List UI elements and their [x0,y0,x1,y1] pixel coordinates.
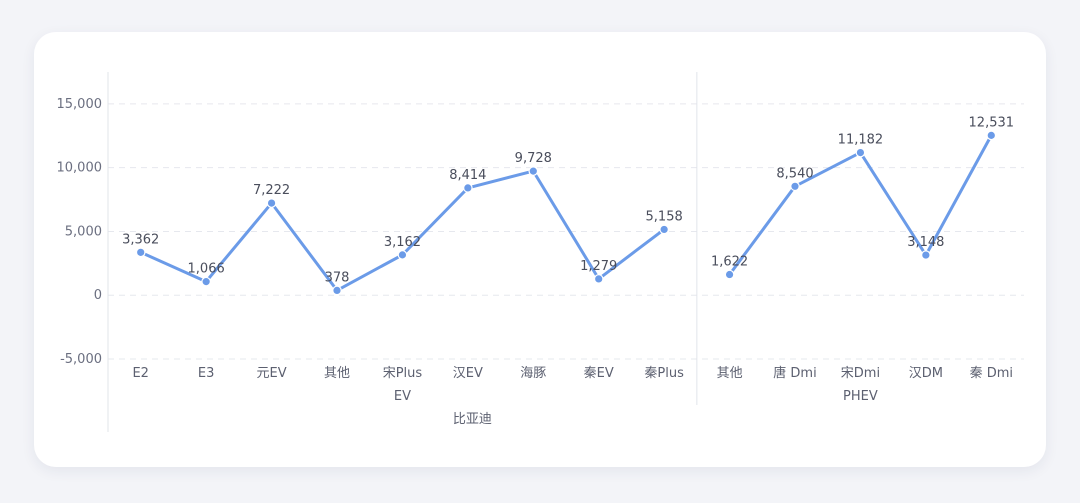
y-tick-label: -5,000 [60,352,102,367]
data-point [659,224,669,235]
y-tick-label: 0 [94,288,102,303]
data-point [855,147,866,158]
data-point [790,181,800,192]
x-tick-label: 宋Dmi [841,366,880,381]
data-point [724,269,735,280]
x-tick-label: 汉DM [909,366,943,381]
data-label: 8,540 [776,166,813,181]
x-tick-label: 秦 Dmi [970,366,1013,381]
data-label: 378 [325,270,350,285]
data-point [201,276,211,287]
data-label: 3,148 [907,235,944,250]
data-label: 1,622 [711,255,748,270]
grid-layer [108,103,1024,360]
chart-card: -5,000 0 5,000 10,000 15,000 E2 E3 元EV 其他 宋Plus 汉E… [34,32,1046,467]
data-point [986,130,997,141]
data-label: 1,279 [580,259,617,274]
data-point [266,198,277,208]
data-point [463,183,473,193]
x-tick-label: 秦Plus [644,366,684,381]
x-tick-label: 秦EV [584,366,614,381]
x-tick-label: 海豚 [520,366,546,381]
y-tick-label: 15,000 [57,97,103,112]
x-tick-label: E2 [132,366,149,381]
series-layer [135,130,997,296]
data-label: 7,222 [253,183,290,198]
data-point [397,250,408,260]
data-point [135,247,146,258]
data-label: 3,162 [384,235,421,250]
group-label-ev: EV [394,389,411,404]
x-tick-label: E3 [198,366,215,381]
label-layer: 3,362 1,066 7,222 378 3,162 8,414 9,728 1,279 5,… [122,115,1014,285]
data-point [332,285,342,296]
x-tick-label: 其他 [324,366,350,381]
group-label-phev: PHEV [843,389,878,404]
data-label: 5,158 [646,209,683,224]
x-tick-label: 元EV [257,366,287,381]
data-label: 8,414 [449,168,486,183]
x-tick-label: 汉EV [453,366,483,381]
top-group-label: 比亚迪 [453,412,492,427]
data-label: 9,728 [515,151,552,166]
y-tick-label: 10,000 [57,161,103,176]
data-label: 12,531 [969,115,1015,130]
data-label: 1,066 [188,262,225,277]
x-tick-label: 其他 [717,366,743,381]
y-tick-label: 5,000 [65,224,102,239]
line-chart: -5,000 0 5,000 10,000 15,000 E2 E3 元EV 其他 宋Plus 汉E… [57,72,1024,432]
data-point [921,250,931,260]
data-point [528,166,539,176]
data-point [593,274,604,284]
x-tick-label: 宋Plus [383,366,423,381]
axis-layer: -5,000 0 5,000 10,000 15,000 E2 E3 元EV 其他 宋Plus 汉E… [57,72,1013,432]
x-tick-label: 唐 Dmi [773,365,816,381]
data-label: 11,182 [838,133,884,148]
data-label: 3,362 [122,232,159,247]
